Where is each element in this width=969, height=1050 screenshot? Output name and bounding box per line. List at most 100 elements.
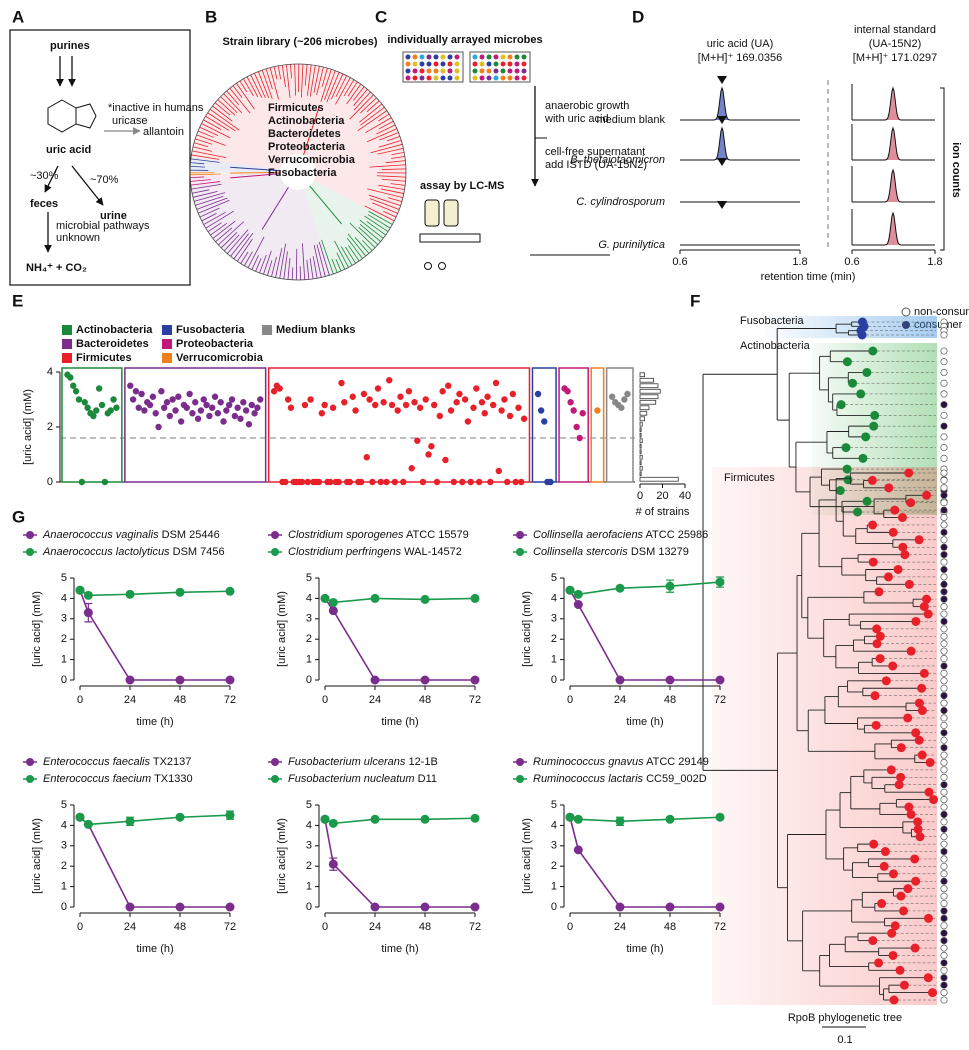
uric-acid-ring [75,103,97,129]
point [127,382,134,389]
group-box [61,367,123,483]
tree-branch [330,73,344,100]
tree-branch [223,93,243,114]
tree-branch [291,267,294,280]
consumer-status [940,588,948,596]
group-box [558,367,589,483]
point [83,608,93,618]
legend-label: Fusobacterium ulcerans 12-1B [288,756,438,768]
y-tick-label: 5 [61,799,67,811]
leaf [835,486,845,496]
tree-branch [326,71,340,103]
well [514,54,520,60]
leaf [906,646,916,656]
point [615,902,625,912]
tree-branch [218,221,245,246]
tree-branch [198,199,230,214]
leaf [922,594,932,604]
label: cell-free supernatant [545,146,645,158]
tree-branch [209,109,240,131]
tree-branch [390,183,406,186]
well [440,54,446,60]
tree-branch [324,70,336,101]
point [78,478,86,486]
point [506,412,514,420]
point [573,845,583,855]
leaf [858,453,868,463]
leaf [896,772,906,782]
point [240,399,247,406]
consumer-status [940,506,948,514]
series-line [79,589,230,681]
consumer-status [940,796,948,804]
y-tick-label: 2 [306,633,312,645]
tree-branch [369,198,400,210]
tree-branch [386,136,401,142]
y-tick-label: 0 [306,901,312,913]
label: uric acid [46,144,91,156]
point [430,401,438,409]
x-tick-label: 48 [174,694,186,706]
consumer-status [940,379,948,387]
consumer-status [940,469,948,477]
tree-branch [359,97,377,114]
well [514,75,520,81]
well [426,61,432,67]
x-tick-label: 48 [664,694,676,706]
tree-branch [240,251,249,264]
point [416,404,424,411]
point [425,451,432,458]
x-tick-label: 0 [322,694,328,706]
y-tick-label: 2 [47,421,53,433]
group-box [605,367,634,483]
leaf [914,698,924,708]
leaf [842,464,852,474]
point [338,379,345,387]
point [420,675,430,685]
leaf [893,564,903,574]
clade-sector [190,156,281,172]
clade-sector [191,174,332,281]
point [464,418,472,425]
row-label: medium blank [597,114,666,126]
leaf [904,579,914,589]
panel-label: G [12,507,25,526]
point [83,819,93,829]
row-label: B. thetaiotaomicron [570,154,665,166]
y-tick-label: 4 [551,819,557,831]
consumer-status [940,981,948,989]
point [152,410,159,417]
tree-branch [369,164,406,168]
tree-branch [370,143,403,154]
consumer-status [940,944,948,952]
tree-branch [385,160,406,164]
point [175,812,185,822]
point [380,399,387,406]
note: unknown [56,232,100,244]
consumer-status [940,603,948,611]
tree-branch [190,173,221,176]
row-label: C. cylindrosporum [576,196,665,208]
tree-branch [366,128,398,143]
tree-branch [230,173,281,179]
well [472,61,478,67]
point [573,600,583,610]
series-line [569,816,721,823]
y-tick-label: 4 [47,366,53,378]
tree-branch [230,171,281,174]
point [665,902,675,912]
consumer-status [940,368,948,377]
point [251,410,258,417]
point [183,404,190,411]
consumer-status [940,818,948,826]
legend-label: Verrucomicrobia [268,154,356,166]
series-line [79,814,231,826]
point [439,388,446,395]
legend-label: Ruminococcus gnavus ATCC 29149 [533,756,709,768]
tree-branch [321,239,334,275]
leaf [869,421,879,431]
well [472,68,478,74]
consumer-status [940,662,948,670]
point [470,404,477,411]
consumer-status [940,595,948,603]
